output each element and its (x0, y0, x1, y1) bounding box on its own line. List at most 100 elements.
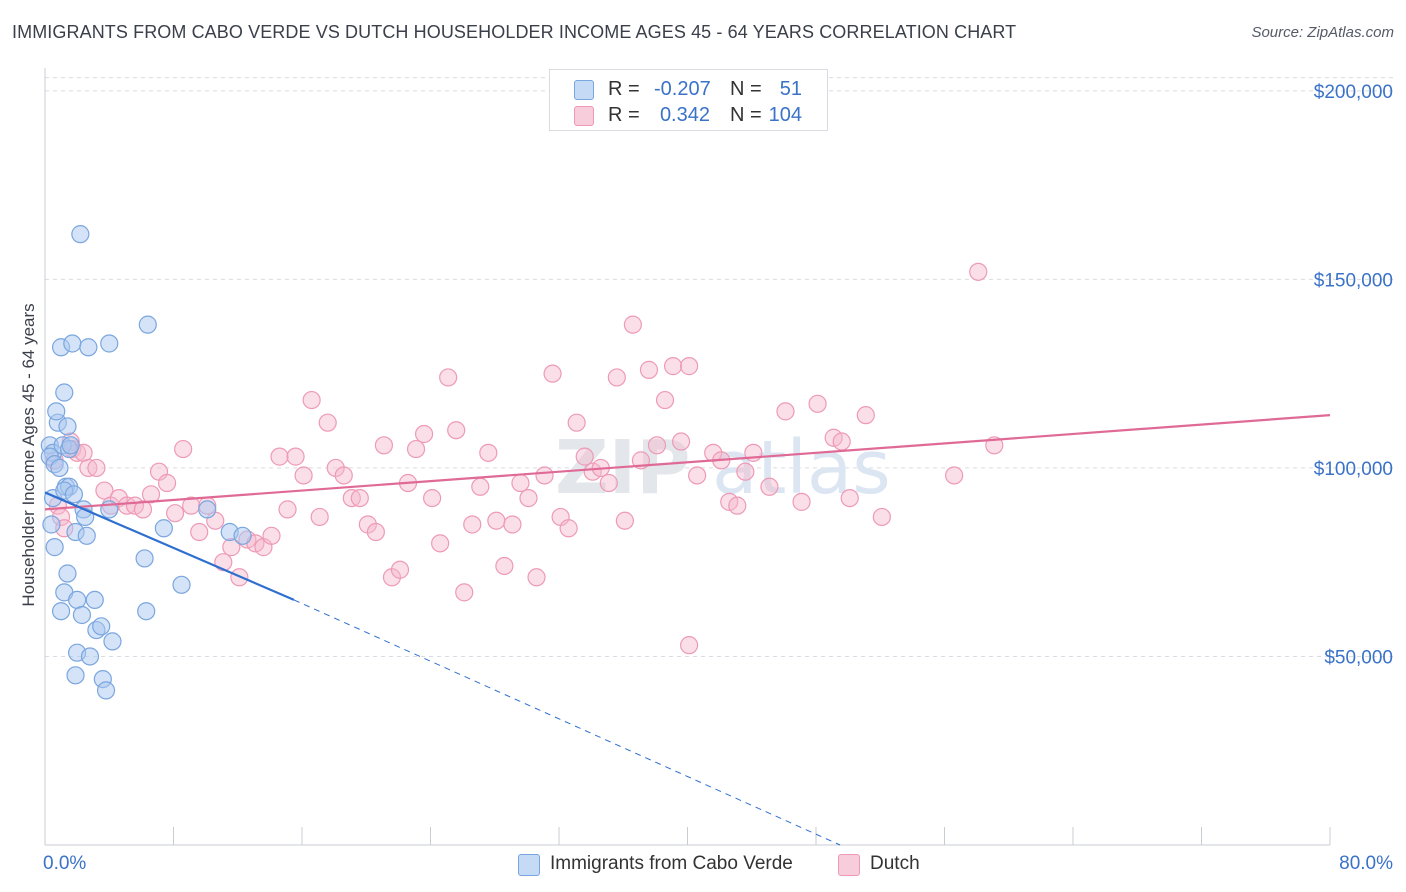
data-point-dutch (95, 481, 114, 500)
bottom-legend-swatch-pink (838, 854, 860, 876)
data-point-dutch (655, 390, 675, 410)
data-point-dutch (856, 406, 875, 425)
data-point-dutch (471, 477, 490, 496)
data-point-cabo-verde (71, 225, 90, 244)
data-point-dutch (366, 522, 385, 542)
data-point-cabo-verde (85, 590, 104, 610)
x-tick-label: 80.0% (1339, 853, 1393, 874)
data-point-dutch (840, 488, 859, 508)
data-point-cabo-verde (58, 564, 77, 583)
data-point-dutch (350, 488, 369, 508)
data-point-dutch (736, 462, 755, 481)
data-point-dutch (87, 458, 106, 478)
legend-row-dutch: R = 0.342 N = 104 (550, 102, 827, 128)
data-point-cabo-verde (79, 338, 98, 357)
data-point-dutch (278, 500, 297, 519)
data-point-dutch (872, 507, 891, 527)
data-point-dutch (760, 477, 779, 496)
data-point-dutch (559, 519, 578, 538)
data-point-dutch (728, 496, 747, 515)
data-point-cabo-verde (66, 666, 85, 685)
source-label: Source: ZipAtlas.com (1251, 24, 1394, 41)
data-point-dutch (190, 522, 209, 542)
data-point-dutch (390, 560, 410, 579)
data-point-dutch (334, 466, 353, 485)
data-point-dutch (607, 368, 626, 387)
data-point-dutch (141, 485, 161, 504)
data-point-dutch (671, 432, 691, 451)
data-point-dutch (543, 364, 562, 383)
data-point-dutch (406, 439, 426, 459)
data-point-cabo-verde (80, 647, 100, 666)
data-point-dutch (423, 488, 442, 508)
data-point-cabo-verde (137, 602, 156, 621)
data-point-dutch (575, 447, 594, 466)
data-point-cabo-verde (42, 515, 61, 534)
data-point-dutch (431, 534, 450, 553)
legend-n-value: 51 (779, 78, 802, 100)
data-point-dutch (647, 436, 667, 455)
tick-labels: $50,000 $100,000 $150,000 $200,000 0.0% 80.0% (43, 82, 1393, 874)
bottom-legend-swatch-blue (518, 854, 540, 876)
data-point-cabo-verde (92, 617, 111, 636)
cabo-verde-points (40, 225, 252, 700)
data-point-cabo-verde (76, 507, 95, 527)
data-point-dutch (270, 447, 289, 466)
data-point-dutch (639, 360, 659, 379)
data-point-cabo-verde (55, 383, 74, 402)
data-point-dutch (174, 439, 193, 459)
data-point-dutch (286, 447, 305, 466)
data-point-cabo-verde (138, 315, 157, 334)
legend-row-cabo-verde: R = -0.207 N = 51 (550, 76, 827, 102)
y-tick-label: $50,000 (1324, 647, 1393, 668)
data-point-dutch (599, 473, 618, 493)
data-point-dutch (680, 357, 699, 376)
legend-r-value: -0.207 (654, 78, 711, 100)
data-point-cabo-verde (68, 590, 87, 610)
data-point-dutch (503, 515, 522, 534)
data-point-cabo-verde (233, 526, 252, 545)
data-point-dutch (535, 466, 554, 485)
data-point-dutch (318, 413, 337, 432)
data-point-cabo-verde (135, 549, 154, 568)
data-point-cabo-verde (154, 519, 173, 538)
data-point-dutch (527, 568, 546, 587)
bottom-legend-label: Immigrants from Cabo Verde (550, 853, 793, 874)
data-point-dutch (519, 488, 538, 508)
legend-r-value: 0.342 (659, 104, 710, 126)
watermark-atlas: atlas (712, 425, 891, 511)
data-point-cabo-verde (51, 602, 71, 621)
legend-swatch-blue (574, 80, 594, 100)
data-point-dutch (439, 368, 458, 387)
data-point-cabo-verde (172, 575, 191, 594)
data-point-dutch (776, 402, 795, 421)
data-point-cabo-verde (100, 334, 119, 353)
data-point-dutch (663, 357, 683, 376)
legend-swatch-pink (574, 106, 594, 126)
data-point-dutch (414, 424, 434, 444)
data-point-cabo-verde (77, 526, 96, 545)
data-point-cabo-verde (198, 500, 217, 519)
trend-line-cabo-verde-extension (293, 599, 841, 846)
data-point-dutch (302, 390, 321, 410)
data-point-dutch (487, 511, 506, 530)
data-point-dutch (969, 262, 988, 281)
data-point-dutch (680, 636, 699, 655)
data-point-cabo-verde (103, 632, 122, 651)
data-point-dutch (479, 443, 498, 462)
legend-n-label: N = (730, 104, 762, 126)
bottom-legend-label: Dutch (870, 853, 920, 874)
data-point-dutch (157, 473, 177, 493)
data-point-dutch (688, 466, 707, 485)
legend-r-label: R = (608, 104, 640, 126)
data-point-dutch (567, 413, 586, 432)
data-point-dutch (945, 466, 964, 485)
data-point-dutch (832, 432, 851, 451)
data-point-cabo-verde (47, 402, 66, 421)
data-point-dutch (133, 500, 153, 519)
grid-lines (45, 77, 1395, 657)
data-point-cabo-verde (58, 417, 77, 436)
data-point-dutch (214, 553, 233, 572)
data-point-dutch (615, 511, 634, 530)
